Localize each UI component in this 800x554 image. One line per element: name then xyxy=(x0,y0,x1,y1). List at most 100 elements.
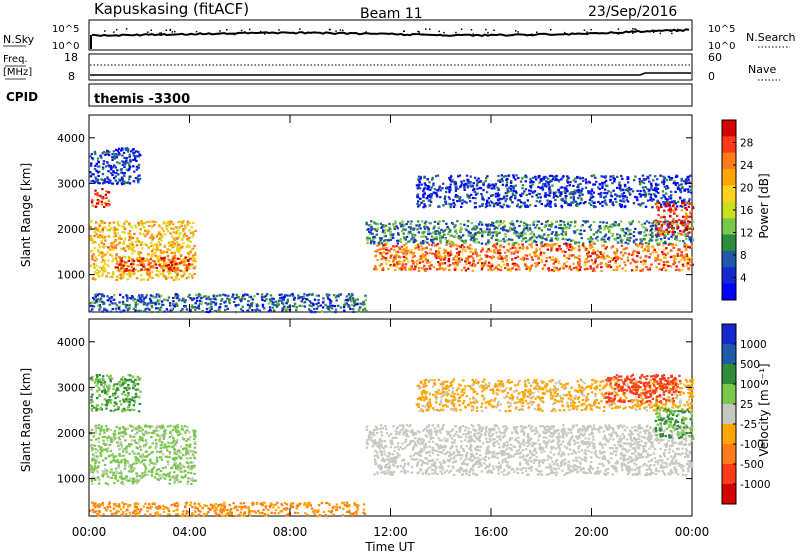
data-cell xyxy=(156,258,159,261)
data-cell xyxy=(430,186,433,189)
data-cell xyxy=(183,425,187,428)
data-cell xyxy=(123,467,126,470)
data-cell xyxy=(89,445,93,448)
data-cell xyxy=(187,276,190,279)
data-cell xyxy=(389,254,393,258)
data-cell xyxy=(401,260,404,263)
data-cell xyxy=(679,259,683,262)
data-cell xyxy=(549,200,553,204)
data-cell xyxy=(685,247,688,250)
data-cell xyxy=(432,184,435,187)
data-cell xyxy=(663,256,666,259)
data-cell xyxy=(128,247,132,250)
data-cell xyxy=(689,188,693,191)
data-cell xyxy=(184,263,188,267)
data-cell xyxy=(364,295,368,298)
data-cell xyxy=(550,179,553,183)
data-cell xyxy=(179,246,182,249)
data-cell xyxy=(435,235,438,238)
data-cell xyxy=(388,231,392,235)
data-cell xyxy=(99,306,102,309)
data-cell xyxy=(91,204,95,207)
data-cell xyxy=(678,248,681,251)
data-cell xyxy=(592,250,595,253)
data-cell xyxy=(128,222,131,225)
data-cell xyxy=(552,258,556,262)
data-cell xyxy=(676,205,679,208)
data-cell xyxy=(137,459,140,462)
data-cell xyxy=(89,235,92,238)
data-cell xyxy=(104,239,107,242)
data-cell xyxy=(109,297,113,300)
data-cell xyxy=(169,268,172,271)
data-cell xyxy=(176,262,179,265)
data-cell xyxy=(122,151,126,154)
data-cell xyxy=(201,310,204,313)
data-cell xyxy=(113,294,116,297)
data-cell xyxy=(407,260,410,263)
data-cell xyxy=(418,261,422,264)
data-cell xyxy=(120,310,123,313)
nsearch-point xyxy=(159,32,161,35)
data-cell xyxy=(529,181,532,184)
data-cell xyxy=(592,191,596,194)
data-cell xyxy=(498,197,502,200)
data-cell xyxy=(672,202,675,205)
data-cell xyxy=(381,230,385,233)
data-cell xyxy=(97,298,100,301)
data-cell xyxy=(335,299,338,302)
data-cell xyxy=(114,455,117,458)
data-cell xyxy=(240,298,244,301)
data-cell xyxy=(526,247,529,250)
data-cell xyxy=(628,239,631,242)
data-cell xyxy=(463,248,466,251)
data-cell xyxy=(564,231,567,234)
data-cell xyxy=(574,221,577,224)
data-cell xyxy=(101,237,105,240)
data-cell xyxy=(178,233,181,236)
data-cell xyxy=(557,189,560,192)
data-cell xyxy=(120,225,124,228)
data-cell xyxy=(172,246,175,249)
data-cell xyxy=(508,205,511,208)
data-cell xyxy=(659,237,663,241)
data-cell xyxy=(99,154,102,157)
data-cell xyxy=(165,264,168,267)
data-cell xyxy=(106,429,109,432)
data-cell xyxy=(471,196,475,200)
data-cell xyxy=(415,246,418,250)
data-cell xyxy=(538,181,541,184)
data-cell xyxy=(425,258,428,261)
data-cell xyxy=(564,197,568,200)
data-cell xyxy=(520,235,524,238)
data-cell xyxy=(560,206,564,209)
data-cell xyxy=(136,239,139,242)
data-cell xyxy=(576,228,579,232)
data-cell xyxy=(331,307,334,310)
data-cell xyxy=(111,156,114,159)
data-cell xyxy=(619,187,622,190)
data-cell xyxy=(470,234,473,237)
data-cell xyxy=(557,237,560,240)
data-cell xyxy=(178,298,181,301)
data-cell xyxy=(185,268,189,271)
data-cell xyxy=(547,228,550,231)
data-cell xyxy=(329,304,332,308)
data-cell xyxy=(482,198,485,201)
data-cell xyxy=(593,261,597,264)
data-cell xyxy=(409,230,412,234)
data-cell xyxy=(171,268,174,271)
data-cell xyxy=(309,310,313,313)
data-cell xyxy=(618,257,621,260)
data-cell xyxy=(505,229,508,232)
nsearch-point xyxy=(632,28,634,30)
data-cell xyxy=(113,156,117,159)
data-cell xyxy=(191,256,194,259)
data-cell xyxy=(565,265,568,268)
data-cell xyxy=(392,260,395,263)
data-cell xyxy=(91,482,94,485)
data-cell xyxy=(527,239,530,242)
data-cell xyxy=(578,268,582,271)
data-cell xyxy=(656,199,659,202)
data-cell xyxy=(131,450,134,453)
